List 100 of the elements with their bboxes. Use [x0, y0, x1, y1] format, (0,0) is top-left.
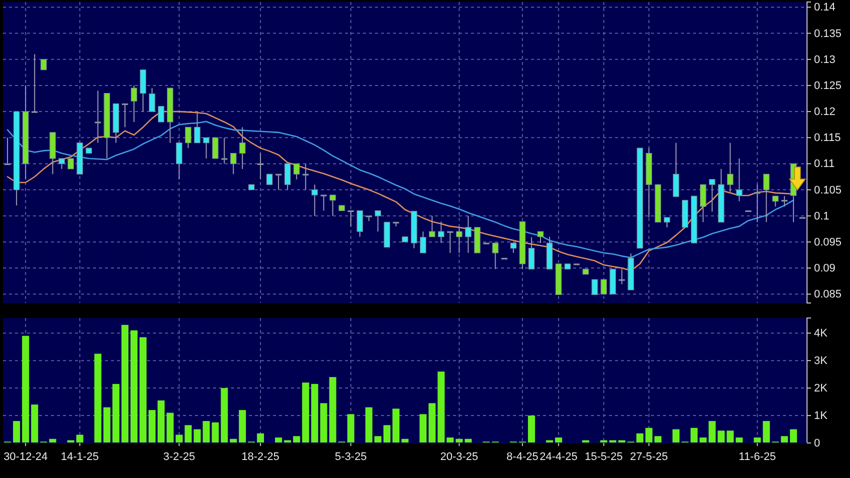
candlestick — [374, 210, 381, 232]
bar — [645, 428, 652, 443]
x-tick-label: 15-5-25 — [584, 450, 623, 463]
candlestick — [438, 221, 444, 244]
bar — [112, 384, 120, 443]
x-tick-label: 30-12-24 — [4, 450, 48, 463]
bar — [374, 436, 382, 443]
x-tick-label: 5-3-25 — [334, 450, 367, 463]
candlestick — [348, 210, 354, 227]
bar — [166, 412, 174, 443]
bar — [13, 421, 20, 443]
x-tick-label: 18-2-25 — [242, 450, 280, 463]
bar — [31, 404, 38, 443]
bar — [302, 382, 310, 443]
candlestick — [130, 84, 138, 122]
candlestick — [528, 236, 535, 270]
bar — [736, 438, 743, 443]
y-tick-label: 3K — [814, 355, 828, 368]
candlestick — [94, 90, 101, 144]
bar — [320, 403, 328, 443]
bar — [672, 429, 680, 443]
bar — [202, 421, 210, 443]
candlestick — [700, 184, 706, 223]
candlestick — [284, 163, 291, 190]
candlestick — [709, 178, 716, 212]
candlestick — [456, 226, 462, 254]
bar — [708, 421, 716, 443]
candlestick — [148, 88, 156, 112]
candlestick — [158, 106, 164, 122]
x-tick-label: 3-2-25 — [163, 450, 196, 463]
candlestick — [212, 137, 218, 159]
y-tick-label: 0.1 — [814, 210, 830, 222]
bar — [140, 337, 147, 443]
candlestick — [266, 174, 273, 185]
candlestick — [203, 137, 210, 159]
candlestick — [672, 142, 680, 198]
bar — [636, 433, 644, 443]
bar — [311, 384, 318, 443]
bar — [94, 354, 102, 443]
bar — [726, 430, 734, 443]
candlestick — [664, 216, 670, 228]
bar — [392, 408, 400, 443]
bar — [256, 433, 264, 443]
y-tick-label: 2K — [814, 382, 828, 395]
candlestick — [330, 194, 336, 216]
y-tick-label: 0.095 — [814, 236, 842, 248]
bar — [690, 428, 698, 443]
x-tick-label: 24-4-25 — [540, 450, 578, 463]
candlestick — [176, 142, 182, 180]
bar — [212, 422, 219, 443]
candlestick — [592, 279, 598, 295]
candlestick — [781, 196, 788, 207]
bar — [528, 416, 535, 443]
bar — [446, 438, 454, 443]
bar — [555, 438, 562, 443]
candlestick — [618, 268, 625, 285]
candlestick — [40, 59, 47, 70]
bar — [130, 330, 138, 443]
bar — [700, 438, 707, 443]
candlestick — [510, 242, 517, 254]
bar — [238, 410, 246, 443]
bar — [76, 434, 84, 443]
candlestick — [194, 111, 200, 144]
bar — [293, 436, 300, 443]
bar — [383, 425, 390, 443]
y-tick-label: 0 — [814, 438, 820, 450]
bar — [762, 421, 770, 443]
candlestick — [293, 163, 300, 180]
bar — [158, 400, 165, 443]
bar — [754, 438, 761, 443]
candlestick — [537, 231, 544, 244]
x-tick-label: 20-3-25 — [440, 450, 478, 463]
candlestick — [754, 184, 760, 223]
candlestick — [420, 231, 426, 254]
y-tick-label: 4K — [814, 328, 828, 340]
bar — [718, 430, 725, 443]
candlestick — [230, 152, 236, 175]
candlestick — [257, 152, 264, 180]
bar — [780, 436, 788, 443]
y-tick-label: 0.11 — [814, 158, 835, 170]
y-tick-label: 0.12 — [814, 106, 836, 118]
candlestick — [275, 174, 282, 190]
bar — [275, 438, 282, 443]
candlestick — [4, 137, 11, 166]
candlestick — [221, 137, 228, 164]
candlestick — [68, 158, 74, 170]
candlestick — [312, 184, 318, 216]
candlestick — [122, 103, 128, 128]
bar — [438, 372, 445, 443]
bar — [365, 407, 372, 443]
candlestick — [492, 242, 498, 270]
candlestick — [763, 174, 770, 223]
bar — [654, 436, 662, 443]
candlestick — [58, 158, 65, 170]
y-tick-label: 1K — [814, 410, 828, 422]
bar — [194, 429, 201, 443]
candlestick — [320, 194, 327, 212]
candlestick — [140, 69, 146, 112]
candlestick — [772, 196, 778, 207]
x-tick-label: 14-1-25 — [60, 450, 99, 463]
